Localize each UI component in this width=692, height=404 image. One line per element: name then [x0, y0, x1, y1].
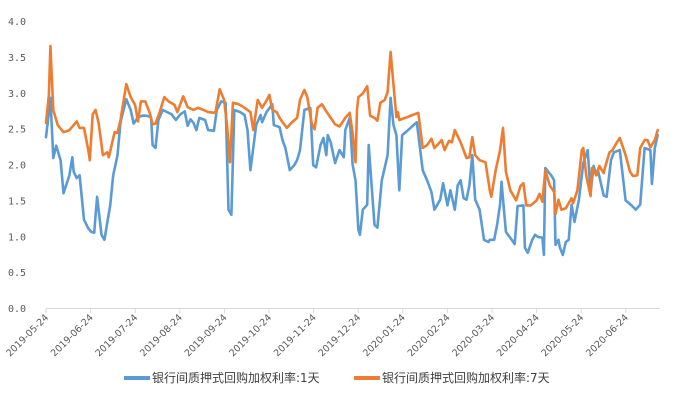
y-tick-label: 3.5	[8, 53, 26, 64]
x-tick-label: 2019-08-24	[138, 312, 185, 359]
x-tick-label: 2019-07-24	[93, 312, 140, 359]
legend: 银行间质押式回购加权利率:1天 银行间质押式回购加权利率:7天	[124, 370, 550, 385]
y-axis: 0.0 0.5 1.0 1.5 2.0 2.5 3.0 3.5 4.0	[8, 17, 26, 315]
x-tick-label: 2019-06-24	[49, 312, 96, 359]
x-tick-label: 2020-01-24	[361, 312, 408, 359]
y-tick-label: 2.5	[8, 125, 26, 136]
x-tick-label: 2020-04-24	[495, 312, 542, 359]
x-tick-label: 2020-03-24	[450, 312, 497, 359]
series-line-1day	[44, 96, 660, 257]
y-tick-label: 1.0	[8, 232, 26, 243]
x-tick-label: 2019-09-24	[183, 312, 230, 359]
y-tick-label: 0.0	[8, 304, 26, 315]
series-line-7day	[44, 44, 660, 216]
y-tick-label: 4.0	[8, 17, 26, 28]
legend-label-7day: 银行间质押式回购加权利率:7天	[382, 370, 550, 385]
x-axis: 2019-05-242019-06-242019-07-242019-08-24…	[4, 308, 631, 359]
x-tick-label: 2019-05-24	[4, 312, 51, 359]
x-tick-label: 2020-05-24	[539, 312, 586, 359]
x-tick-label: 2019-12-24	[316, 312, 363, 359]
x-tick-label: 2019-10-24	[227, 312, 274, 359]
y-tick-label: 2.0	[8, 161, 26, 172]
legend-label-1day: 银行间质押式回购加权利率:1天	[152, 370, 320, 385]
x-tick-label: 2019-11-24	[272, 312, 319, 359]
series-group	[44, 44, 660, 257]
x-tick-label: 2020-02-24	[406, 312, 453, 359]
y-tick-label: 0.5	[8, 268, 26, 279]
x-tick-label: 2020-06-24	[584, 312, 631, 359]
y-tick-label: 3.0	[8, 89, 26, 100]
y-tick-label: 1.5	[8, 196, 26, 207]
